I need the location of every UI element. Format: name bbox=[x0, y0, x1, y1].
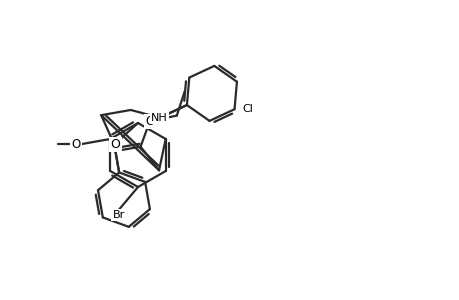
Text: NH: NH bbox=[151, 113, 168, 123]
Text: N: N bbox=[110, 138, 118, 151]
Text: O: O bbox=[110, 138, 120, 151]
Text: O: O bbox=[145, 115, 154, 128]
Text: O: O bbox=[71, 138, 81, 151]
Text: Br: Br bbox=[112, 210, 124, 220]
Text: Cl: Cl bbox=[242, 104, 253, 114]
